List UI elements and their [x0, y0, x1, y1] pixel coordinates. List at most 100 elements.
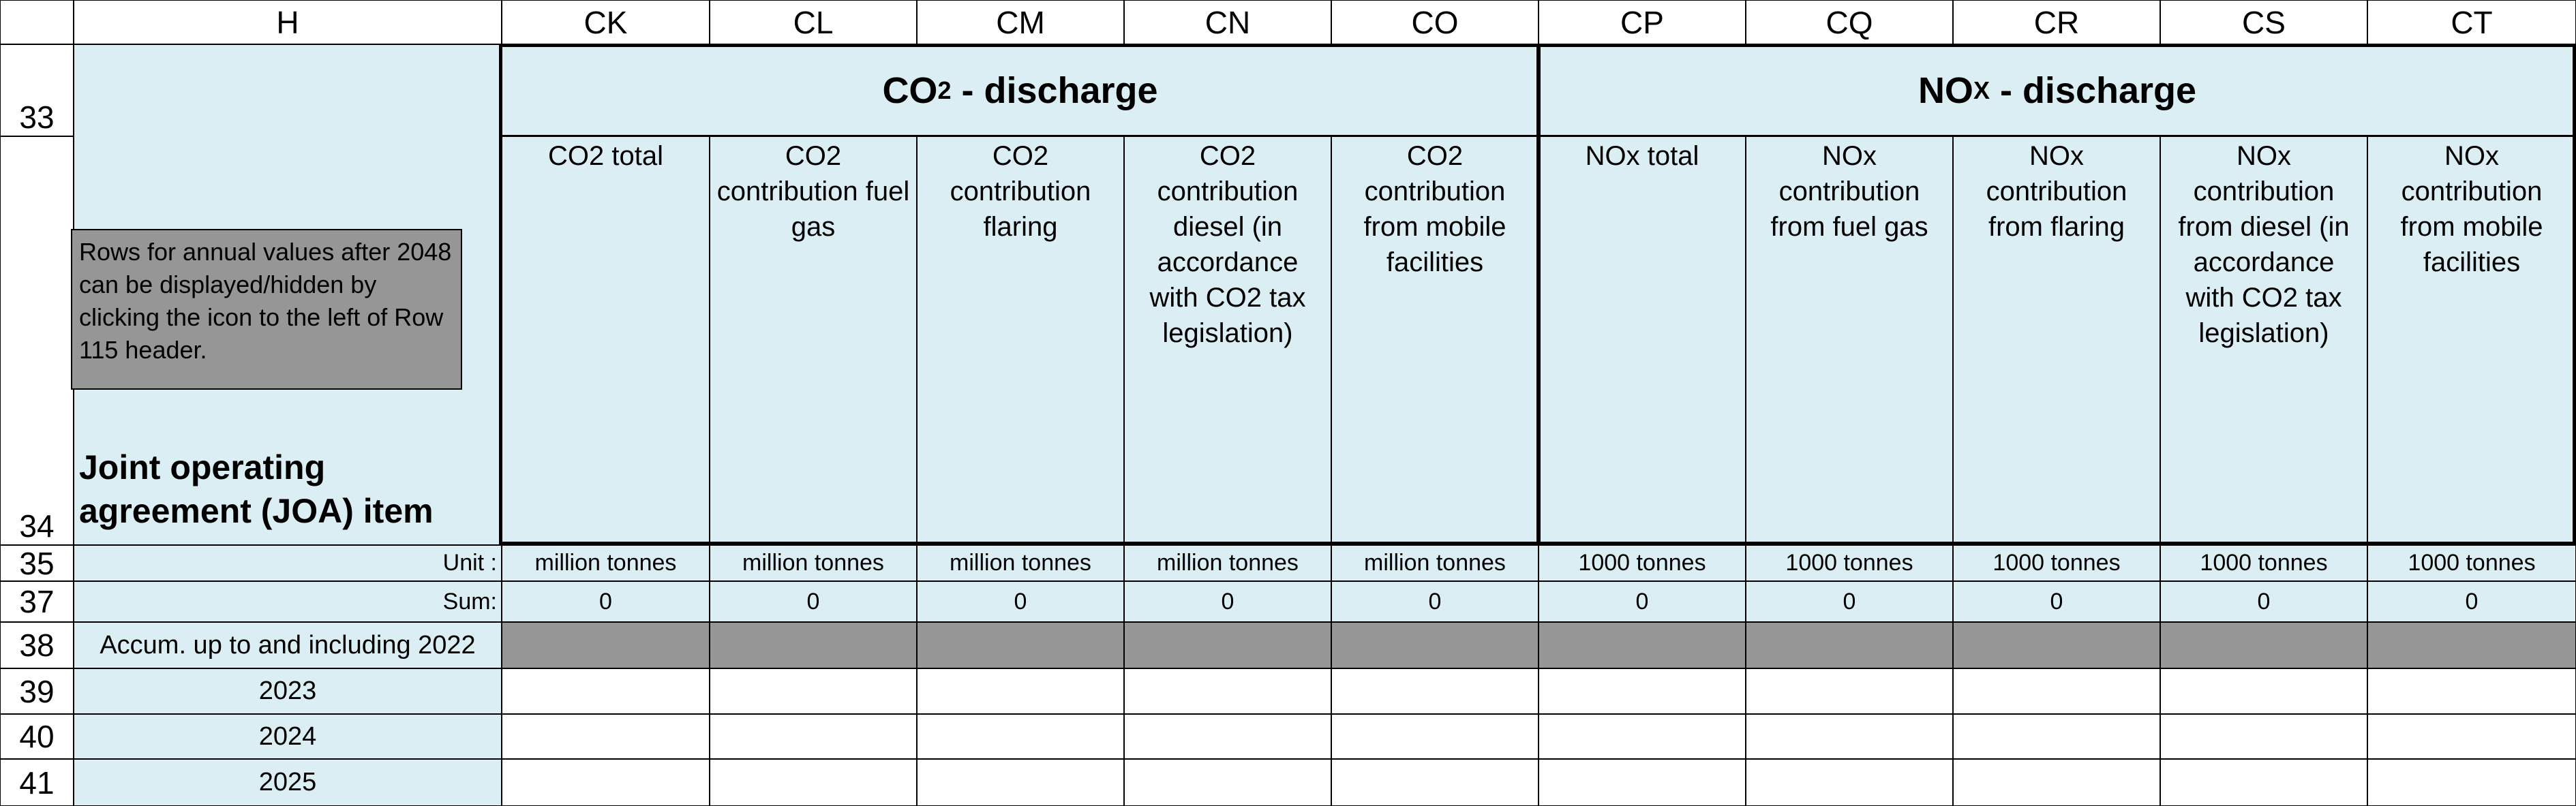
column-header-CP[interactable]: CP — [1539, 0, 1746, 44]
group-header-co2[interactable]: CO 2 - discharge — [502, 44, 1539, 136]
row-header-37[interactable]: 37 — [0, 581, 74, 622]
cell-CP40[interactable] — [1539, 714, 1746, 759]
sum-CK[interactable]: 0 — [502, 581, 710, 622]
unit-CL[interactable]: million tonnes — [710, 545, 917, 581]
cell-CL40[interactable] — [710, 714, 917, 759]
unit-CO[interactable]: million tonnes — [1331, 545, 1539, 581]
cell-CK39[interactable] — [502, 668, 710, 714]
cell-CN39[interactable] — [1124, 668, 1331, 714]
sum-CS[interactable]: 0 — [2160, 581, 2367, 622]
cell-CK40[interactable] — [502, 714, 710, 759]
sum-CT[interactable]: 0 — [2367, 581, 2576, 622]
accum-CK[interactable] — [502, 622, 710, 668]
year-label-2025[interactable]: 2025 — [74, 759, 502, 806]
subheader-CL[interactable]: CO2 contribution fuel gas — [710, 136, 917, 545]
group-header-nox[interactable]: NO X - discharge — [1539, 44, 2576, 136]
row-header-41[interactable]: 41 — [0, 759, 74, 806]
cell-CO39[interactable] — [1331, 668, 1539, 714]
column-header-CR[interactable]: CR — [1953, 0, 2160, 44]
cell-CQ40[interactable] — [1746, 714, 1953, 759]
cell-CN41[interactable] — [1124, 759, 1331, 806]
row-header-40[interactable]: 40 — [0, 714, 74, 759]
column-header-CS[interactable]: CS — [2160, 0, 2367, 44]
sum-CN[interactable]: 0 — [1124, 581, 1331, 622]
cell-CQ41[interactable] — [1746, 759, 1953, 806]
subheader-CP[interactable]: NOx total — [1539, 136, 1746, 545]
subheader-CM[interactable]: CO2 contribution flaring — [917, 136, 1124, 545]
cell-CM39[interactable] — [917, 668, 1124, 714]
cell-CP41[interactable] — [1539, 759, 1746, 806]
column-header-CQ[interactable]: CQ — [1746, 0, 1953, 44]
year-label-2023[interactable]: 2023 — [74, 668, 502, 714]
cell-CT39[interactable] — [2367, 668, 2576, 714]
sum-CO[interactable]: 0 — [1331, 581, 1539, 622]
accum-CO[interactable] — [1331, 622, 1539, 668]
cell-CM40[interactable] — [917, 714, 1124, 759]
cell-CQ39[interactable] — [1746, 668, 1953, 714]
sum-CR[interactable]: 0 — [1953, 581, 2160, 622]
accum-CN[interactable] — [1124, 622, 1331, 668]
accum-CR[interactable] — [1953, 622, 2160, 668]
subheader-CT[interactable]: NOx contribution from mobile facilities — [2367, 136, 2576, 545]
column-header-CN[interactable]: CN — [1124, 0, 1331, 44]
cell-CL39[interactable] — [710, 668, 917, 714]
co2-title-tail: - discharge — [951, 69, 1158, 111]
column-header-CO[interactable]: CO — [1331, 0, 1539, 44]
unit-CS[interactable]: 1000 tonnes — [2160, 545, 2367, 581]
row-header-34[interactable]: 34 — [0, 136, 74, 545]
subheader-CR[interactable]: NOx contribution from flaring — [1953, 136, 2160, 545]
cell-CM41[interactable] — [917, 759, 1124, 806]
row-header-38[interactable]: 38 — [0, 622, 74, 668]
unit-CT[interactable]: 1000 tonnes — [2367, 545, 2576, 581]
cell-CS41[interactable] — [2160, 759, 2367, 806]
subheader-CO[interactable]: CO2 contribution from mobile facilities — [1331, 136, 1539, 545]
cell-CT41[interactable] — [2367, 759, 2576, 806]
column-header-CT[interactable]: CT — [2367, 0, 2576, 44]
accum-CS[interactable] — [2160, 622, 2367, 668]
cell-CR41[interactable] — [1953, 759, 2160, 806]
cell-CO40[interactable] — [1331, 714, 1539, 759]
sum-CP[interactable]: 0 — [1539, 581, 1746, 622]
cell-CP39[interactable] — [1539, 668, 1746, 714]
cell-CR40[interactable] — [1953, 714, 2160, 759]
cell-CS40[interactable] — [2160, 714, 2367, 759]
accum-CM[interactable] — [917, 622, 1124, 668]
sum-label[interactable]: Sum: — [74, 581, 502, 622]
accum-CQ[interactable] — [1746, 622, 1953, 668]
cell-CL41[interactable] — [710, 759, 917, 806]
unit-CK[interactable]: million tonnes — [502, 545, 710, 581]
accum-CL[interactable] — [710, 622, 917, 668]
cell-CK41[interactable] — [502, 759, 710, 806]
subheader-CQ[interactable]: NOx contribution from fuel gas — [1746, 136, 1953, 545]
accum-label[interactable]: Accum. up to and including 2022 — [74, 622, 502, 668]
subheader-CS[interactable]: NOx contribution from diesel (in accorda… — [2160, 136, 2367, 545]
cell-CN40[interactable] — [1124, 714, 1331, 759]
year-label-2024[interactable]: 2024 — [74, 714, 502, 759]
cell-CR39[interactable] — [1953, 668, 2160, 714]
unit-CQ[interactable]: 1000 tonnes — [1746, 545, 1953, 581]
cell-CT40[interactable] — [2367, 714, 2576, 759]
unit-CN[interactable]: million tonnes — [1124, 545, 1331, 581]
cell-CS39[interactable] — [2160, 668, 2367, 714]
unit-CR[interactable]: 1000 tonnes — [1953, 545, 2160, 581]
sum-CQ[interactable]: 0 — [1746, 581, 1953, 622]
accum-CT[interactable] — [2367, 622, 2576, 668]
row-header-35[interactable]: 35 — [0, 545, 74, 581]
nox-title-tail: - discharge — [1989, 69, 2197, 111]
select-all-corner[interactable] — [0, 0, 74, 44]
column-header-CL[interactable]: CL — [710, 0, 917, 44]
sum-CL[interactable]: 0 — [710, 581, 917, 622]
cell-CO41[interactable] — [1331, 759, 1539, 806]
column-header-CM[interactable]: CM — [917, 0, 1124, 44]
unit-label[interactable]: Unit : — [74, 545, 502, 581]
row-header-33[interactable]: 33 — [0, 44, 74, 136]
column-header-CK[interactable]: CK — [502, 0, 710, 44]
row-header-39[interactable]: 39 — [0, 668, 74, 714]
unit-CM[interactable]: million tonnes — [917, 545, 1124, 581]
accum-CP[interactable] — [1539, 622, 1746, 668]
unit-CP[interactable]: 1000 tonnes — [1539, 545, 1746, 581]
subheader-CN[interactable]: CO2 contribution diesel (in accordance w… — [1124, 136, 1331, 545]
subheader-CK[interactable]: CO2 total — [502, 136, 710, 545]
column-header-H[interactable]: H — [74, 0, 502, 44]
sum-CM[interactable]: 0 — [917, 581, 1124, 622]
